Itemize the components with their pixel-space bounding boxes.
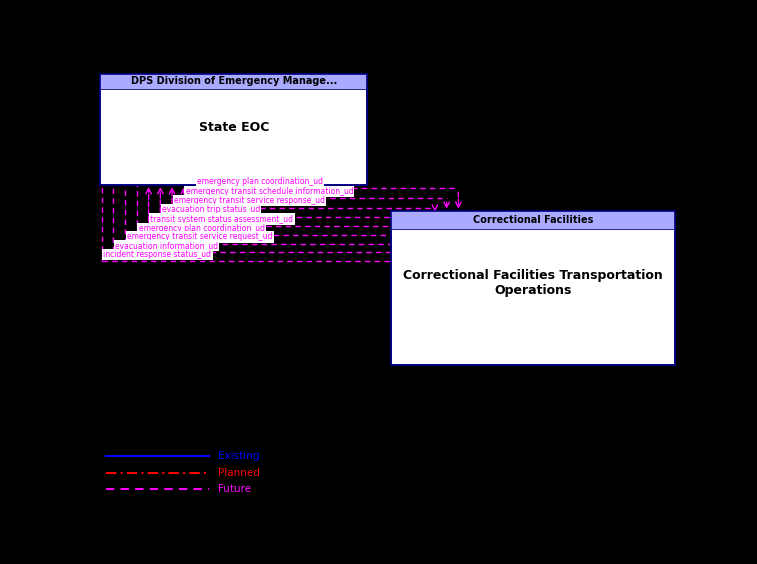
- Text: Correctional Facilities: Correctional Facilities: [473, 215, 593, 225]
- Text: emergency plan coordination_ud: emergency plan coordination_ud: [139, 224, 265, 233]
- Bar: [391, 229, 675, 365]
- Text: Planned: Planned: [218, 468, 260, 478]
- Text: Existing: Existing: [218, 451, 260, 461]
- Text: Correctional Facilities Transportation
Operations: Correctional Facilities Transportation O…: [403, 269, 663, 297]
- Text: emergency transit service request_ud: emergency transit service request_ud: [127, 232, 273, 241]
- Text: evacuation information_ud: evacuation information_ud: [115, 241, 218, 250]
- Text: emergency plan coordination_ud: emergency plan coordination_ud: [198, 177, 323, 186]
- Bar: [101, 74, 367, 185]
- Text: DPS Division of Emergency Manage...: DPS Division of Emergency Manage...: [131, 76, 337, 86]
- Text: emergency transit schedule information_ud: emergency transit schedule information_u…: [185, 187, 354, 196]
- Text: Future: Future: [218, 484, 251, 495]
- Bar: [391, 211, 675, 365]
- Text: incident response status_ud: incident response status_ud: [104, 250, 211, 259]
- Text: evacuation trip status_ud: evacuation trip status_ud: [162, 205, 260, 214]
- Bar: [101, 89, 367, 185]
- Text: State EOC: State EOC: [199, 121, 269, 134]
- Bar: [101, 74, 367, 89]
- Text: transit system status assessment_ud: transit system status assessment_ud: [151, 214, 294, 223]
- Text: emergency transit service response_ud: emergency transit service response_ud: [174, 196, 325, 205]
- Bar: [391, 211, 675, 229]
